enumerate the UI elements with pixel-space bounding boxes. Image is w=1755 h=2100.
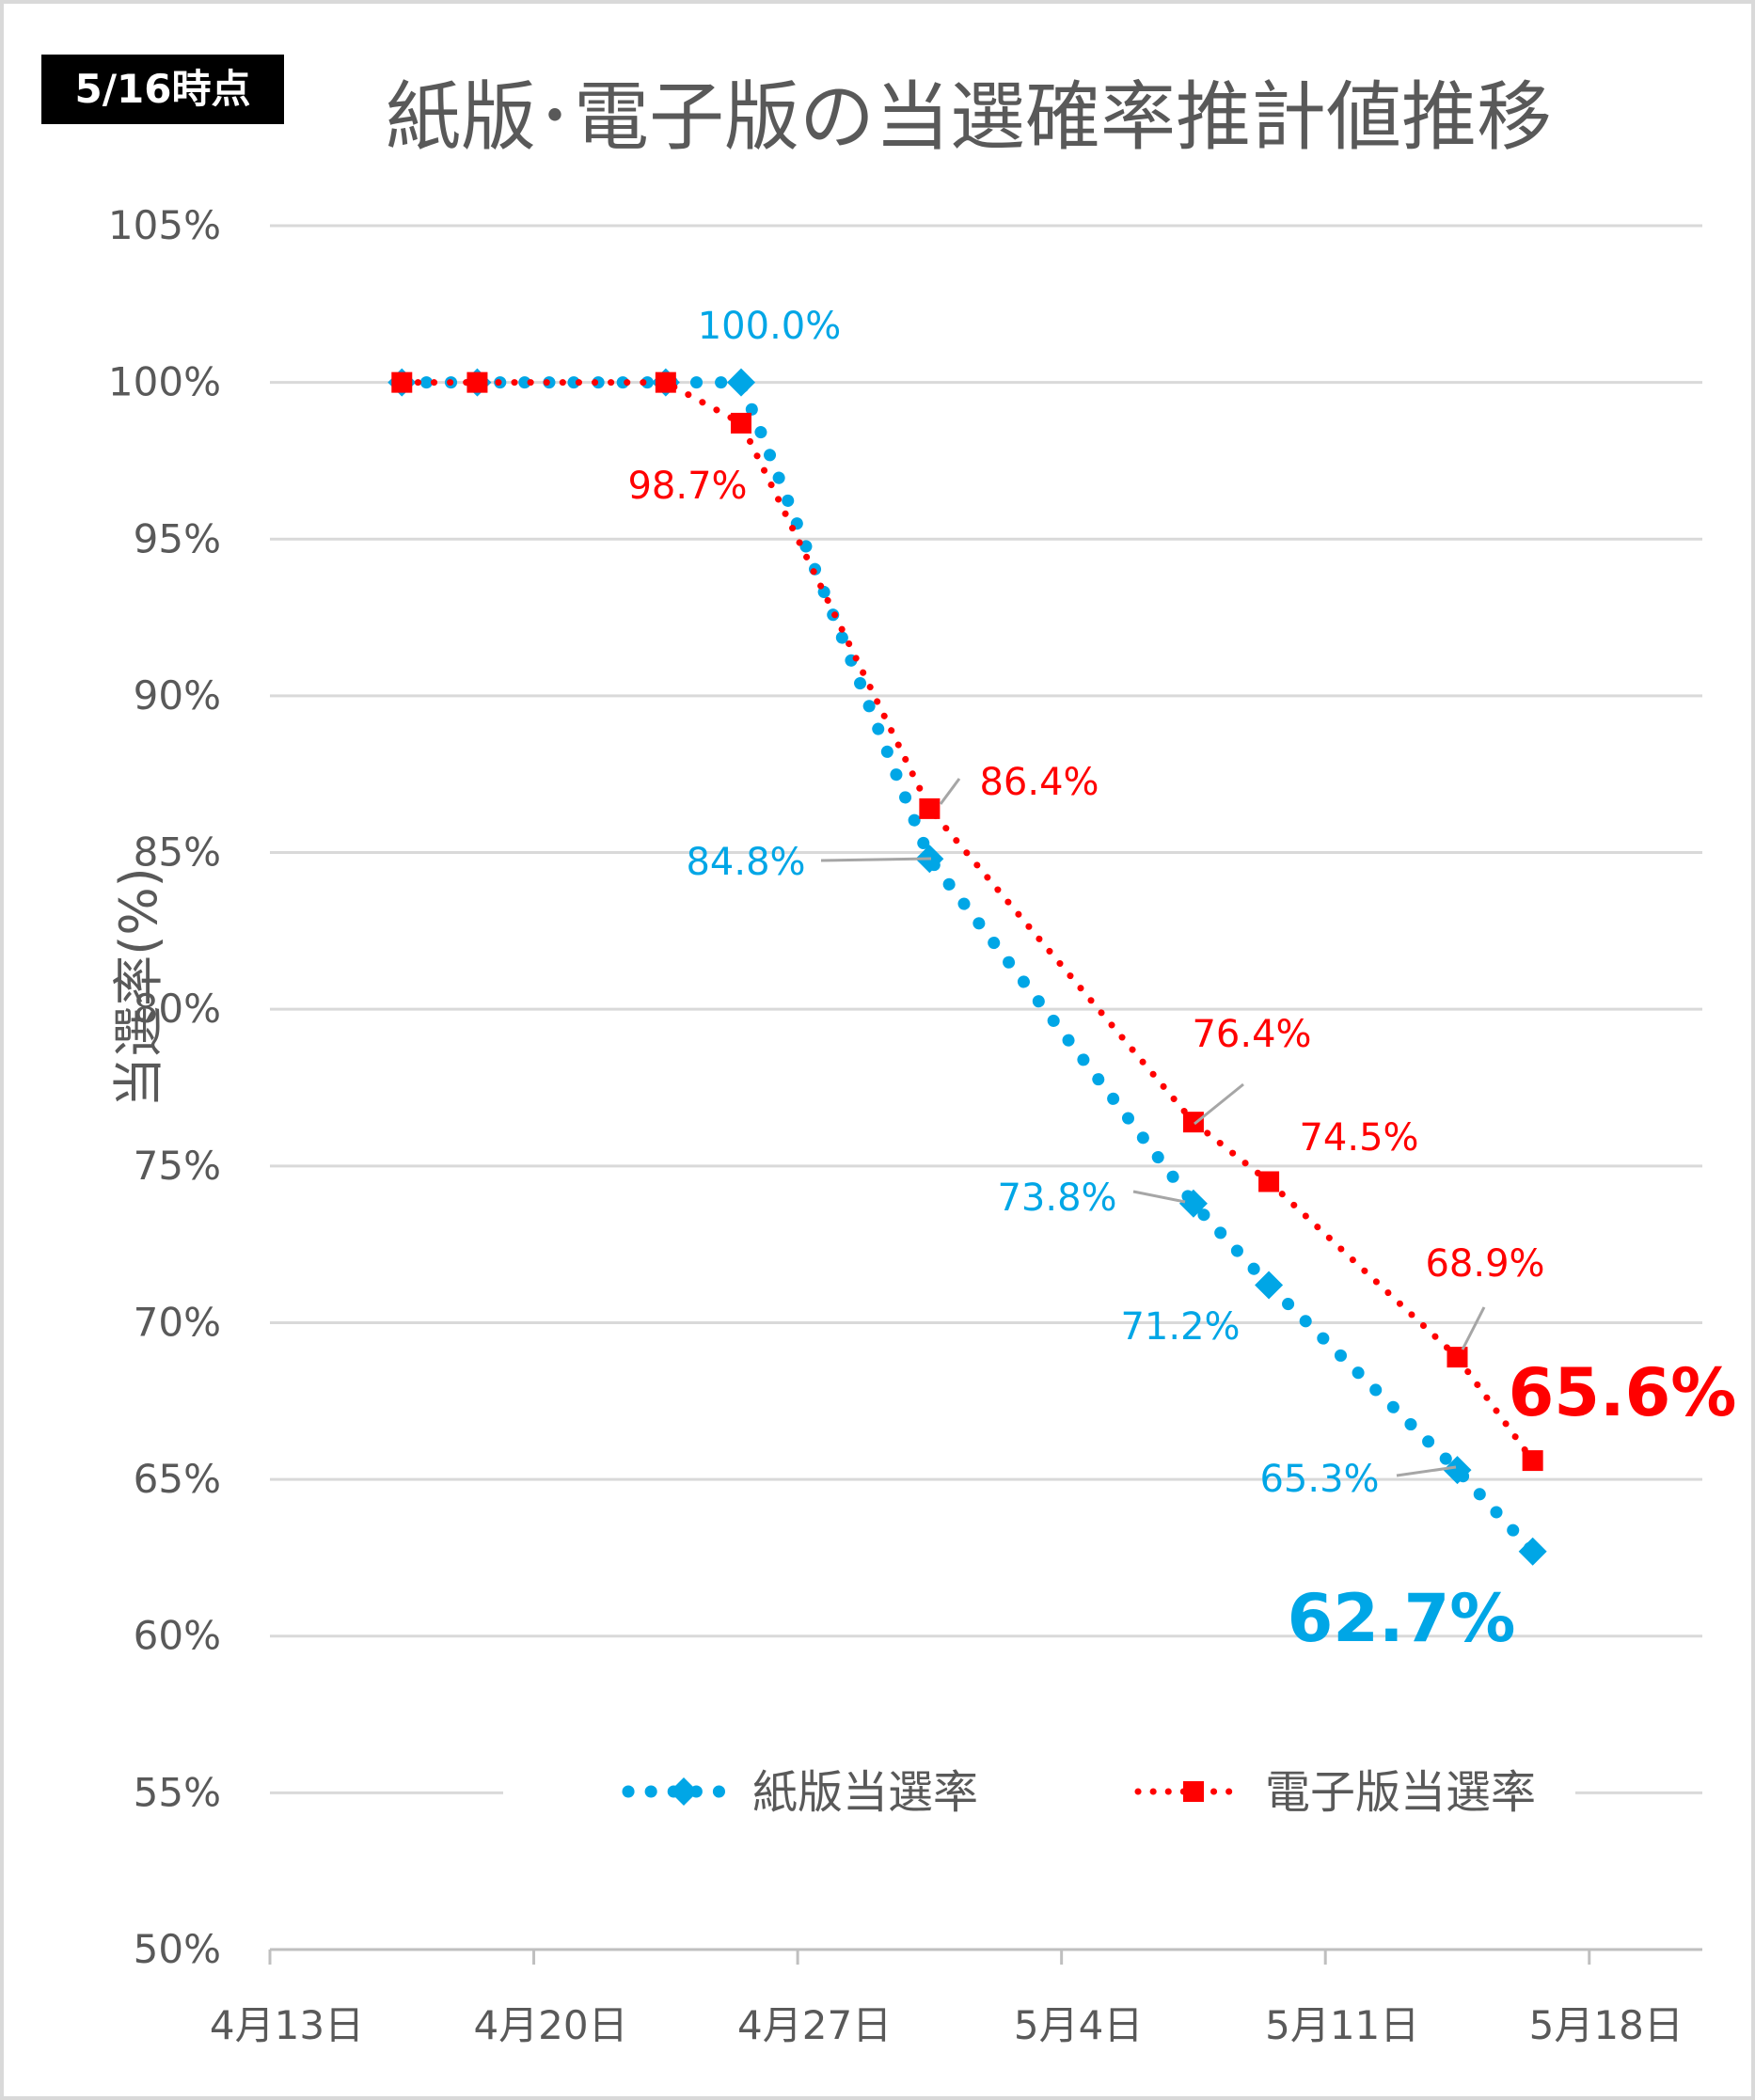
- y-tick-label: 60%: [134, 1613, 221, 1659]
- x-tick-label: 4月27日: [737, 2002, 892, 2048]
- label-leader-line: [1461, 1306, 1486, 1350]
- legend-label: 紙版当選率: [752, 1766, 978, 1819]
- legend-label: 電子版当選率: [1265, 1766, 1536, 1819]
- digital-data-point: [1522, 1450, 1543, 1472]
- legend: 紙版当選率 電子版当選率: [503, 1759, 1575, 1824]
- print-data-point: [1518, 1537, 1547, 1566]
- digital-data-point: [655, 371, 676, 393]
- digital-data-label: 76.4%: [1192, 1013, 1311, 1056]
- label-leader-line: [939, 778, 961, 805]
- y-tick-label: 85%: [134, 829, 221, 876]
- y-tick-label: 105%: [108, 202, 221, 248]
- digital-data-label: 65.6%: [1509, 1354, 1737, 1431]
- series-line-print: [395, 376, 1540, 1558]
- tick-labels: 50% 55% 60% 65% 70% 75% 80% 85% 90% 95% 100% 105% 4月…: [108, 202, 1684, 2048]
- y-tick-label: 50%: [134, 1926, 221, 1972]
- x-tick-label: 4月13日: [210, 2002, 364, 2048]
- y-tick-label: 75%: [134, 1143, 221, 1189]
- legend-marker: [1183, 1781, 1204, 1802]
- x-tick-label: 5月4日: [1014, 2002, 1143, 2048]
- print-data-point: [1443, 1456, 1472, 1485]
- print-data-label: 84.8%: [686, 841, 805, 884]
- digital-data-label: 98.7%: [627, 465, 747, 508]
- digital-data-point: [919, 797, 941, 819]
- digital-data-point: [1258, 1171, 1280, 1192]
- digital-data-point: [1447, 1347, 1468, 1368]
- date-badge: 5/16時点: [41, 55, 284, 124]
- print-data-point: [726, 368, 755, 397]
- print-data-point: [1178, 1189, 1208, 1218]
- digital-data-point: [730, 412, 751, 434]
- digital-data-label: 74.5%: [1299, 1116, 1418, 1160]
- y-tick-label: 55%: [134, 1769, 221, 1815]
- data-labels: 100.0% 84.8% 73.8% 71.2% 65.3% 62.7% 98.7% 86.4…: [627, 305, 1736, 1657]
- digital-data-point: [466, 371, 488, 393]
- print-data-label: 100.0%: [698, 305, 842, 348]
- series-line-digital: [398, 379, 1537, 1464]
- x-tick-label: 5月18日: [1529, 2002, 1684, 2048]
- print-data-point: [1255, 1271, 1284, 1300]
- y-tick-label: 65%: [134, 1456, 221, 1502]
- gridlines: [270, 224, 1702, 1794]
- chart-title: 紙版･電子版の当選確率推計値推移: [386, 73, 1552, 161]
- x-axis: [268, 1948, 1702, 1965]
- digital-data-point: [1182, 1112, 1204, 1133]
- label-leader-line: [1194, 1082, 1244, 1126]
- print-data-label: 62.7%: [1288, 1580, 1516, 1657]
- y-tick-label: 95%: [134, 515, 221, 561]
- print-data-label: 65.3%: [1259, 1458, 1379, 1501]
- digital-data-label: 86.4%: [979, 761, 1099, 804]
- series-layer: [387, 368, 1547, 1566]
- label-leader-line: [1396, 1465, 1457, 1477]
- x-tick-label: 5月11日: [1265, 2002, 1419, 2048]
- y-tick-label: 70%: [134, 1299, 221, 1345]
- print-data-label: 71.2%: [1120, 1305, 1240, 1349]
- legend-marker: [670, 1777, 698, 1806]
- print-data-label: 73.8%: [997, 1176, 1116, 1220]
- y-tick-label: 90%: [134, 672, 221, 718]
- y-tick-label: 100%: [108, 359, 221, 405]
- label-leader-line: [1132, 1190, 1186, 1204]
- digital-data-label: 68.9%: [1425, 1242, 1544, 1286]
- digital-data-point: [391, 371, 413, 393]
- leader-lines: [820, 778, 1486, 1477]
- x-tick-label: 4月20日: [473, 2002, 627, 2048]
- label-leader-line: [820, 857, 932, 862]
- y-tick-label: 80%: [134, 986, 221, 1032]
